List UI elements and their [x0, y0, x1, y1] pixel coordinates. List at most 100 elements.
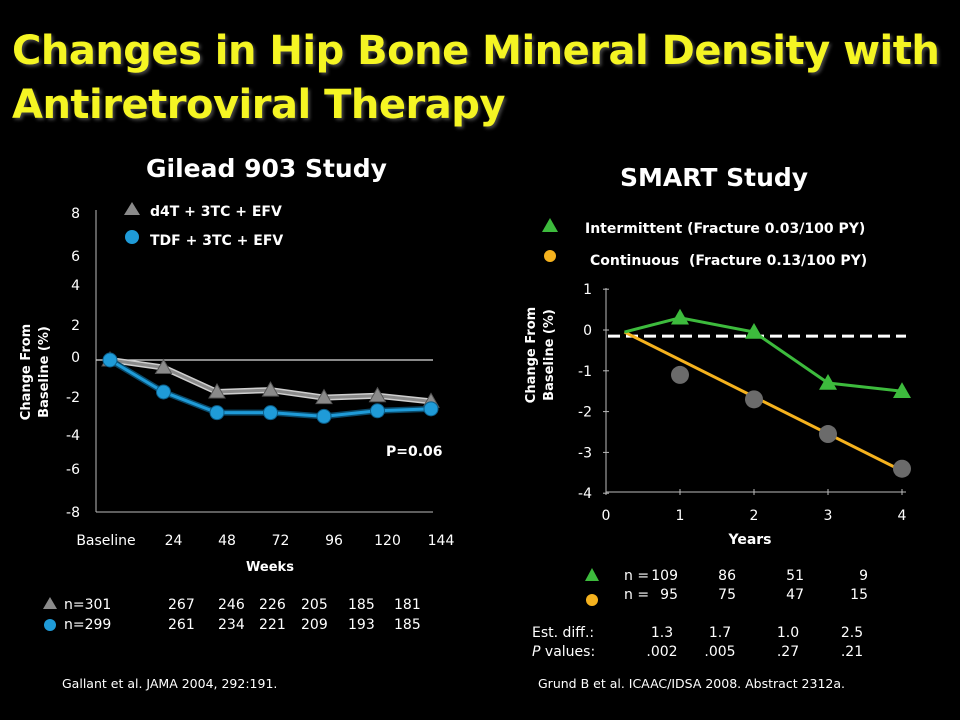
- n-row-value: 246: [218, 597, 245, 613]
- n-row-value: 226: [259, 597, 286, 613]
- table-diff-value: 1.0: [777, 625, 799, 641]
- left-chart-title: Gilead 903 Study: [146, 154, 387, 183]
- right-xtick-label: 1: [676, 508, 685, 524]
- left-point-circle: [423, 401, 439, 417]
- left-point-triangle: [154, 358, 173, 375]
- left-point-circle: [209, 405, 225, 421]
- right-xtick-label: 3: [824, 508, 833, 524]
- table-p-value: .005: [704, 644, 735, 660]
- n-row-value: 185: [394, 617, 421, 633]
- right-ytick-label: -3: [578, 445, 592, 461]
- left-xtick-label: 24: [165, 533, 183, 549]
- table-n-label-2: n =: [624, 587, 649, 603]
- right-ytick-label: -2: [578, 405, 592, 421]
- table-n1-value: 86: [718, 568, 736, 584]
- n-row-value: 193: [348, 617, 375, 633]
- n-row-value: 209: [301, 617, 328, 633]
- left-ytick-label: -2: [66, 390, 80, 406]
- continuous-point: [819, 425, 837, 444]
- left-ytick-label: -4: [66, 428, 80, 444]
- table-p-value: .002: [646, 644, 677, 660]
- right-chart-title: SMART Study: [620, 163, 809, 192]
- n-row-circle-icon: [44, 619, 56, 631]
- intermittent-point: [671, 308, 689, 325]
- right-xtick-label: 4: [898, 508, 907, 524]
- continuous-point: [893, 459, 911, 478]
- n-row-triangle-icon: [43, 597, 57, 609]
- right-citation: Grund B et al. ICAAC/IDSA 2008. Abstract…: [538, 676, 846, 691]
- n-row-value: 205: [301, 597, 328, 613]
- right-ylabel-line1: Change From: [524, 307, 539, 403]
- table-diff-value: 1.3: [651, 625, 673, 641]
- legend-continuous-label: Continuous (Fracture 0.13/100 PY): [590, 253, 867, 269]
- left-ytick-label: 8: [71, 206, 80, 222]
- left-point-triangle: [315, 388, 333, 405]
- legend-circle-icon: [125, 230, 139, 244]
- table-p-value: .27: [777, 644, 799, 660]
- right-ytick-label: 0: [583, 323, 592, 339]
- right-ytick-label: -1: [578, 364, 592, 380]
- table-n-label-1: n =: [624, 568, 649, 584]
- left-xtick-label: 48: [218, 533, 236, 549]
- left-xtick-label: 96: [325, 533, 343, 549]
- legend-tdf-label: TDF + 3TC + EFV: [150, 233, 283, 249]
- left-xtick-label: 72: [272, 533, 290, 549]
- n-row-label: n=299: [64, 617, 111, 633]
- table-n2-value: 15: [850, 587, 868, 603]
- left-ylabel-line1: Change From: [19, 324, 34, 420]
- continuous-point: [671, 365, 689, 384]
- n-row-value: 181: [394, 597, 421, 613]
- n-row-value: 261: [168, 617, 195, 633]
- table-p-label: P values:: [532, 644, 595, 660]
- table-diff-label: Est. diff.:: [532, 625, 594, 641]
- right-ytick-label: -4: [578, 486, 592, 502]
- right-xlabel: Years: [727, 532, 771, 548]
- continuous-trend-line: [623, 330, 903, 473]
- n-row-value: 185: [348, 597, 375, 613]
- left-ytick-label: -6: [66, 462, 80, 478]
- left-chart: 8 6 4 2 0 -2 -4 -6 -8 Baseline 24 48 72 96 120 144 Cha…: [19, 202, 454, 633]
- right-ylabel-line2: Baseline (%): [542, 309, 557, 401]
- left-point-triangle: [208, 382, 226, 399]
- left-ytick-label: 2: [71, 318, 80, 334]
- left-citation: Gallant et al. JAMA 2004, 292:191.: [62, 676, 278, 691]
- table-n2-value: 75: [718, 587, 736, 603]
- intermittent-point: [745, 323, 763, 339]
- legend-circle-icon-orange: [544, 250, 556, 262]
- left-point-circle: [316, 408, 332, 424]
- legend-triangle-icon: [124, 202, 140, 215]
- left-point-circle: [102, 352, 118, 368]
- right-chart: 1 0 -1 -2 -3 -4 0 1 2 3 4 Change From Baseline (%…: [524, 218, 911, 660]
- left-ytick-label: 0: [71, 350, 80, 366]
- table-diff-value: 2.5: [841, 625, 863, 641]
- right-ytick-label: 1: [583, 282, 592, 298]
- left-ylabel-line2: Baseline (%): [37, 326, 52, 418]
- table-n2-value: 47: [786, 587, 804, 603]
- left-xtick-label: 120: [374, 533, 401, 549]
- left-ytick-label: -8: [66, 505, 80, 521]
- legend-d4t-label: d4T + 3TC + EFV: [150, 204, 282, 220]
- left-ytick-label: 6: [71, 249, 80, 265]
- intermittent-point: [893, 382, 911, 398]
- table-triangle-icon: [585, 568, 599, 581]
- left-point-circle: [370, 403, 385, 419]
- n-row-value: 221: [259, 617, 286, 633]
- continuous-point: [745, 390, 763, 409]
- left-ytick-label: 4: [71, 278, 80, 294]
- intermittent-point: [819, 374, 837, 390]
- table-n1-value: 109: [651, 568, 678, 584]
- left-xlabel: Weeks: [246, 560, 294, 575]
- left-xtick-label: 144: [428, 533, 455, 549]
- table-n2-value: 95: [660, 587, 678, 603]
- table-n1-value: 9: [859, 568, 868, 584]
- left-point-circle: [156, 384, 171, 400]
- legend-triangle-icon-green: [542, 218, 558, 232]
- table-p-value: .21: [841, 644, 863, 660]
- table-n1-value: 51: [786, 568, 804, 584]
- left-xtick-label: Baseline: [76, 533, 135, 549]
- n-row-value: 234: [218, 617, 245, 633]
- table-circle-icon: [586, 594, 598, 606]
- left-point-triangle: [368, 386, 387, 403]
- legend-intermittent-label: Intermittent (Fracture 0.03/100 PY): [585, 221, 865, 237]
